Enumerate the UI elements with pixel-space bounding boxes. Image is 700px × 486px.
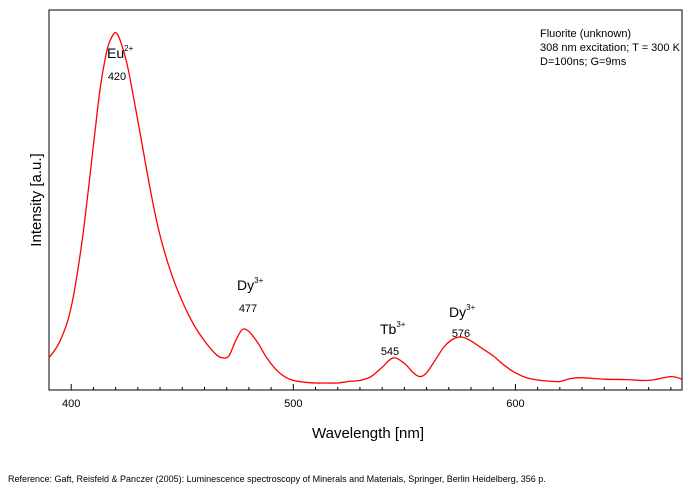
peak-annotation-eu: Eu2+ 420 <box>107 44 134 83</box>
peak-ion: Dy <box>449 304 466 320</box>
y-axis-label: Intensity [a.u.] <box>28 153 45 246</box>
peak-charge: 3+ <box>466 303 475 312</box>
svg-text:Dy3+: Dy3+ <box>449 303 476 320</box>
x-axis-ticks: 400 500 600 <box>62 384 672 410</box>
peak-charge: 3+ <box>396 320 405 329</box>
gate-info: D=100ns; G=9ms <box>540 56 627 68</box>
peak-annotation-dy-576: Dy3+ 576 <box>449 303 476 340</box>
excitation-info: 308 nm excitation; T = 300 K <box>540 42 681 54</box>
svg-text:Dy3+: Dy3+ <box>237 276 264 293</box>
peak-charge: 3+ <box>254 276 263 285</box>
peak-wavelength: 576 <box>452 328 470 340</box>
peak-wavelength: 545 <box>381 346 399 358</box>
peak-ion: Tb <box>380 321 397 337</box>
sample-name: Fluorite (unknown) <box>540 28 631 40</box>
sample-info: Fluorite (unknown) 308 nm excitation; T … <box>540 28 681 68</box>
peak-charge: 2+ <box>124 44 133 53</box>
peak-wavelength: 420 <box>108 71 126 83</box>
peak-annotation-dy-477: Dy3+ 477 <box>237 276 264 315</box>
x-tick-label: 500 <box>284 398 302 410</box>
peak-annotation-tb: Tb3+ 545 <box>380 320 406 358</box>
x-tick-label: 400 <box>62 398 80 410</box>
svg-text:Tb3+: Tb3+ <box>380 320 406 337</box>
x-tick-label: 600 <box>506 398 524 410</box>
peak-ion: Eu <box>107 45 124 61</box>
peak-wavelength: 477 <box>239 303 257 315</box>
x-axis-label: Wavelength [nm] <box>312 425 424 442</box>
reference-text: Reference: Gaft, Reisfeld & Panczer (200… <box>8 474 546 484</box>
spectrum-line <box>48 31 683 384</box>
plot-frame <box>48 9 683 391</box>
peak-ion: Dy <box>237 277 254 293</box>
svg-text:Eu2+: Eu2+ <box>107 44 134 61</box>
